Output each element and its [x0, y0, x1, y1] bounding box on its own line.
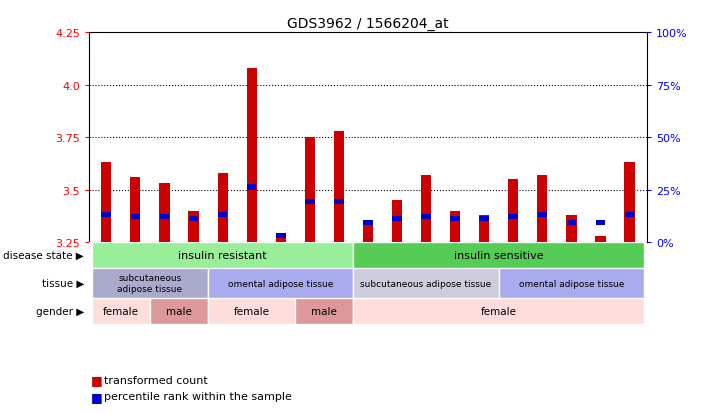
Bar	[92, 268, 208, 299]
Bar	[188, 211, 198, 243]
Bar	[305, 138, 315, 243]
Bar	[333, 132, 344, 243]
Bar	[102, 212, 111, 218]
Bar	[538, 176, 547, 243]
Bar	[131, 214, 140, 220]
Bar	[208, 299, 295, 324]
Bar	[160, 214, 169, 220]
Text: omental adipose tissue: omental adipose tissue	[228, 279, 333, 288]
Text: insulin resistant: insulin resistant	[178, 251, 267, 261]
Bar	[247, 69, 257, 243]
Bar	[538, 212, 547, 218]
Bar	[247, 185, 257, 190]
Text: female: female	[481, 306, 517, 316]
Bar	[392, 201, 402, 243]
Bar	[276, 238, 286, 243]
Bar	[295, 299, 353, 324]
Bar	[567, 216, 577, 243]
Text: female: female	[103, 306, 139, 316]
Bar	[353, 243, 644, 268]
Bar	[625, 212, 634, 218]
Bar	[305, 200, 315, 205]
Bar	[334, 200, 343, 205]
Bar	[159, 184, 169, 243]
Bar	[363, 222, 373, 243]
Bar	[353, 299, 644, 324]
Text: subcutaneous
adipose tissue: subcutaneous adipose tissue	[117, 274, 183, 293]
Bar	[508, 214, 518, 220]
Bar	[101, 163, 112, 243]
Bar	[208, 268, 353, 299]
Bar	[479, 216, 489, 243]
Text: ■: ■	[91, 373, 103, 387]
Text: male: male	[311, 306, 337, 316]
Bar	[498, 268, 644, 299]
Bar	[218, 212, 228, 218]
Bar	[567, 221, 576, 226]
Text: disease state ▶: disease state ▶	[3, 251, 84, 261]
Text: gender ▶: gender ▶	[36, 306, 84, 316]
Text: male: male	[166, 306, 192, 316]
Bar	[596, 221, 605, 226]
Title: GDS3962 / 1566204_at: GDS3962 / 1566204_at	[287, 17, 449, 31]
Bar	[450, 211, 460, 243]
Bar	[276, 233, 286, 238]
Bar	[92, 243, 353, 268]
Text: percentile rank within the sample: percentile rank within the sample	[104, 392, 292, 401]
Bar	[363, 221, 373, 226]
Bar	[218, 173, 228, 243]
Bar	[150, 299, 208, 324]
Bar	[188, 216, 198, 222]
Text: transformed count: transformed count	[104, 375, 208, 385]
Text: insulin sensitive: insulin sensitive	[454, 251, 544, 261]
Bar	[353, 268, 498, 299]
Bar	[92, 299, 150, 324]
Bar	[479, 216, 489, 222]
Bar	[421, 214, 431, 220]
Text: omental adipose tissue: omental adipose tissue	[519, 279, 624, 288]
Bar	[450, 216, 460, 222]
Bar	[624, 163, 635, 243]
Text: subcutaneous adipose tissue: subcutaneous adipose tissue	[360, 279, 492, 288]
Bar	[421, 176, 431, 243]
Bar	[392, 216, 402, 222]
Text: female: female	[234, 306, 269, 316]
Bar	[130, 178, 141, 243]
Bar	[508, 180, 518, 243]
Text: tissue ▶: tissue ▶	[41, 278, 84, 288]
Text: ■: ■	[91, 390, 103, 403]
Bar	[595, 236, 606, 243]
